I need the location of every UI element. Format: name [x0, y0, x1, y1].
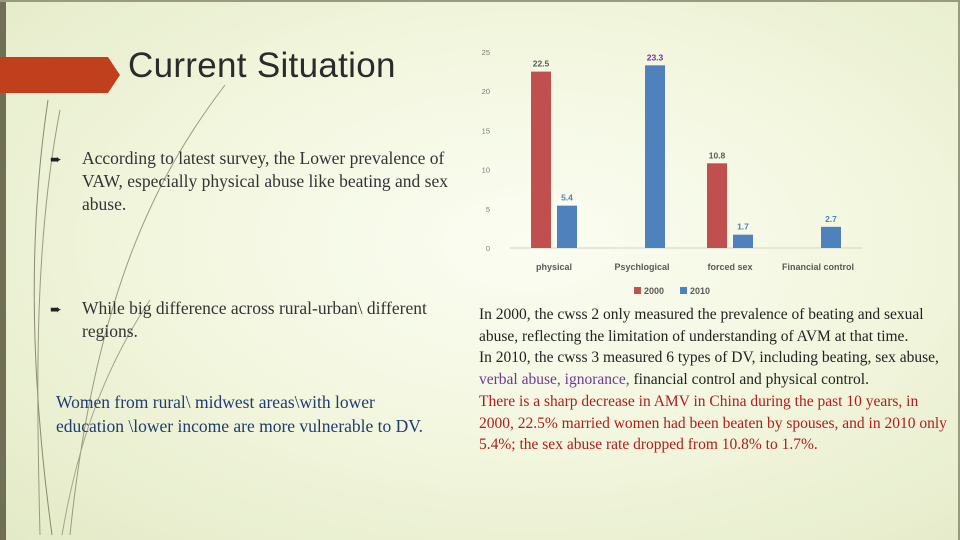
- data-label: 5.4: [561, 193, 573, 203]
- y-tick-label: 0: [486, 244, 490, 253]
- data-label: 2.7: [825, 214, 837, 224]
- explanation-paragraph: In 2000, the cwss 2 only measured the pr…: [479, 304, 951, 456]
- para-2010-end: financial control and physical control.: [629, 371, 869, 389]
- category-label: Psychlogical: [614, 262, 669, 272]
- bar-2010-physical: [557, 205, 577, 248]
- data-label: 23.3: [647, 52, 664, 62]
- slide-title: Current Situation: [128, 46, 396, 85]
- bullet-text: While big difference across rural-urban\…: [82, 298, 427, 341]
- para-2000-text: In 2000, the cwss 2 only measured the pr…: [479, 306, 924, 345]
- data-label: 22.5: [533, 59, 550, 69]
- data-label: 10.8: [709, 150, 726, 160]
- bullet-difference: ➨ While big difference across rural-urba…: [50, 297, 450, 343]
- bar-2010-psychlogical: [645, 65, 665, 248]
- decorative-swirl: [33, 84, 226, 536]
- para-decrease-text: There is a sharp decrease in AMV in Chin…: [479, 392, 947, 454]
- para-2010-text: In 2010, the cwss 3 measured 6 types of …: [479, 349, 939, 367]
- top-frame-edge: [0, 0, 960, 2]
- data-label: 1.7: [737, 222, 749, 232]
- y-tick-label: 5: [486, 205, 490, 214]
- title-accent-bar: [0, 57, 120, 93]
- left-frame-edge: [0, 0, 6, 540]
- bar-2000-forced-sex: [707, 163, 727, 248]
- bar-2010-forced-sex: [733, 234, 753, 248]
- y-tick-label: 15: [482, 126, 490, 135]
- bullet-arrow-icon: ➨: [50, 153, 62, 168]
- bullet-survey: ➨ According to latest survey, the Lower …: [50, 147, 450, 216]
- para-highlight-types: verbal abuse, ignorance,: [479, 371, 630, 389]
- right-frame-edge: [958, 0, 960, 540]
- dv-bar-chart: 0 5 10 15 20 25 22.5 5.4 physical 23.3 Psychlogica…: [482, 48, 862, 296]
- category-label: forced sex: [707, 262, 752, 272]
- bullet-text: According to latest survey, the Lower pr…: [82, 148, 449, 214]
- y-tick-label: 10: [482, 166, 490, 175]
- vulnerability-note: Women from rural\ midwest areas\with low…: [56, 392, 424, 436]
- legend-label: 2000: [644, 286, 664, 296]
- legend-label: 2010: [690, 286, 710, 296]
- legend-swatch-2010: [680, 287, 687, 294]
- legend-swatch-2000: [634, 287, 641, 294]
- bullet-arrow-icon: ➨: [50, 303, 62, 318]
- category-label: physical: [536, 262, 572, 272]
- category-label: Financial control: [782, 262, 854, 272]
- y-tick-label: 25: [482, 48, 490, 57]
- bar-2010-financial-control: [821, 226, 841, 248]
- y-tick-label: 20: [482, 87, 490, 96]
- bar-2000-physical: [531, 71, 551, 248]
